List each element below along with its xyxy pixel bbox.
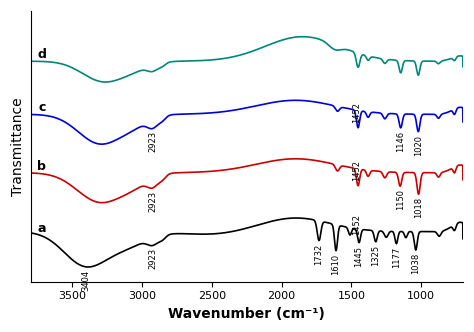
Text: 1732: 1732 [315, 243, 323, 265]
Text: 1018: 1018 [414, 197, 423, 218]
Text: 3404: 3404 [82, 270, 91, 291]
Text: 1020: 1020 [414, 134, 423, 156]
Text: d: d [37, 48, 46, 61]
Text: 1452: 1452 [353, 102, 361, 124]
Text: 2923: 2923 [148, 191, 157, 212]
Text: 1452: 1452 [353, 214, 361, 235]
Text: 1610: 1610 [331, 254, 340, 275]
Text: 1445: 1445 [355, 246, 364, 267]
X-axis label: Wavenumber (cm⁻¹): Wavenumber (cm⁻¹) [168, 307, 325, 321]
Text: b: b [37, 160, 46, 173]
Text: 1038: 1038 [411, 253, 420, 274]
Text: 1452: 1452 [353, 160, 361, 181]
Text: a: a [37, 222, 46, 235]
Text: c: c [38, 101, 46, 115]
Text: 2923: 2923 [148, 131, 157, 152]
Text: 1146: 1146 [396, 131, 405, 152]
Y-axis label: Transmittance: Transmittance [11, 97, 25, 196]
Text: 1150: 1150 [396, 189, 405, 210]
Text: 1325: 1325 [371, 245, 380, 266]
Text: 2923: 2923 [148, 248, 157, 270]
Text: 1177: 1177 [392, 247, 401, 268]
